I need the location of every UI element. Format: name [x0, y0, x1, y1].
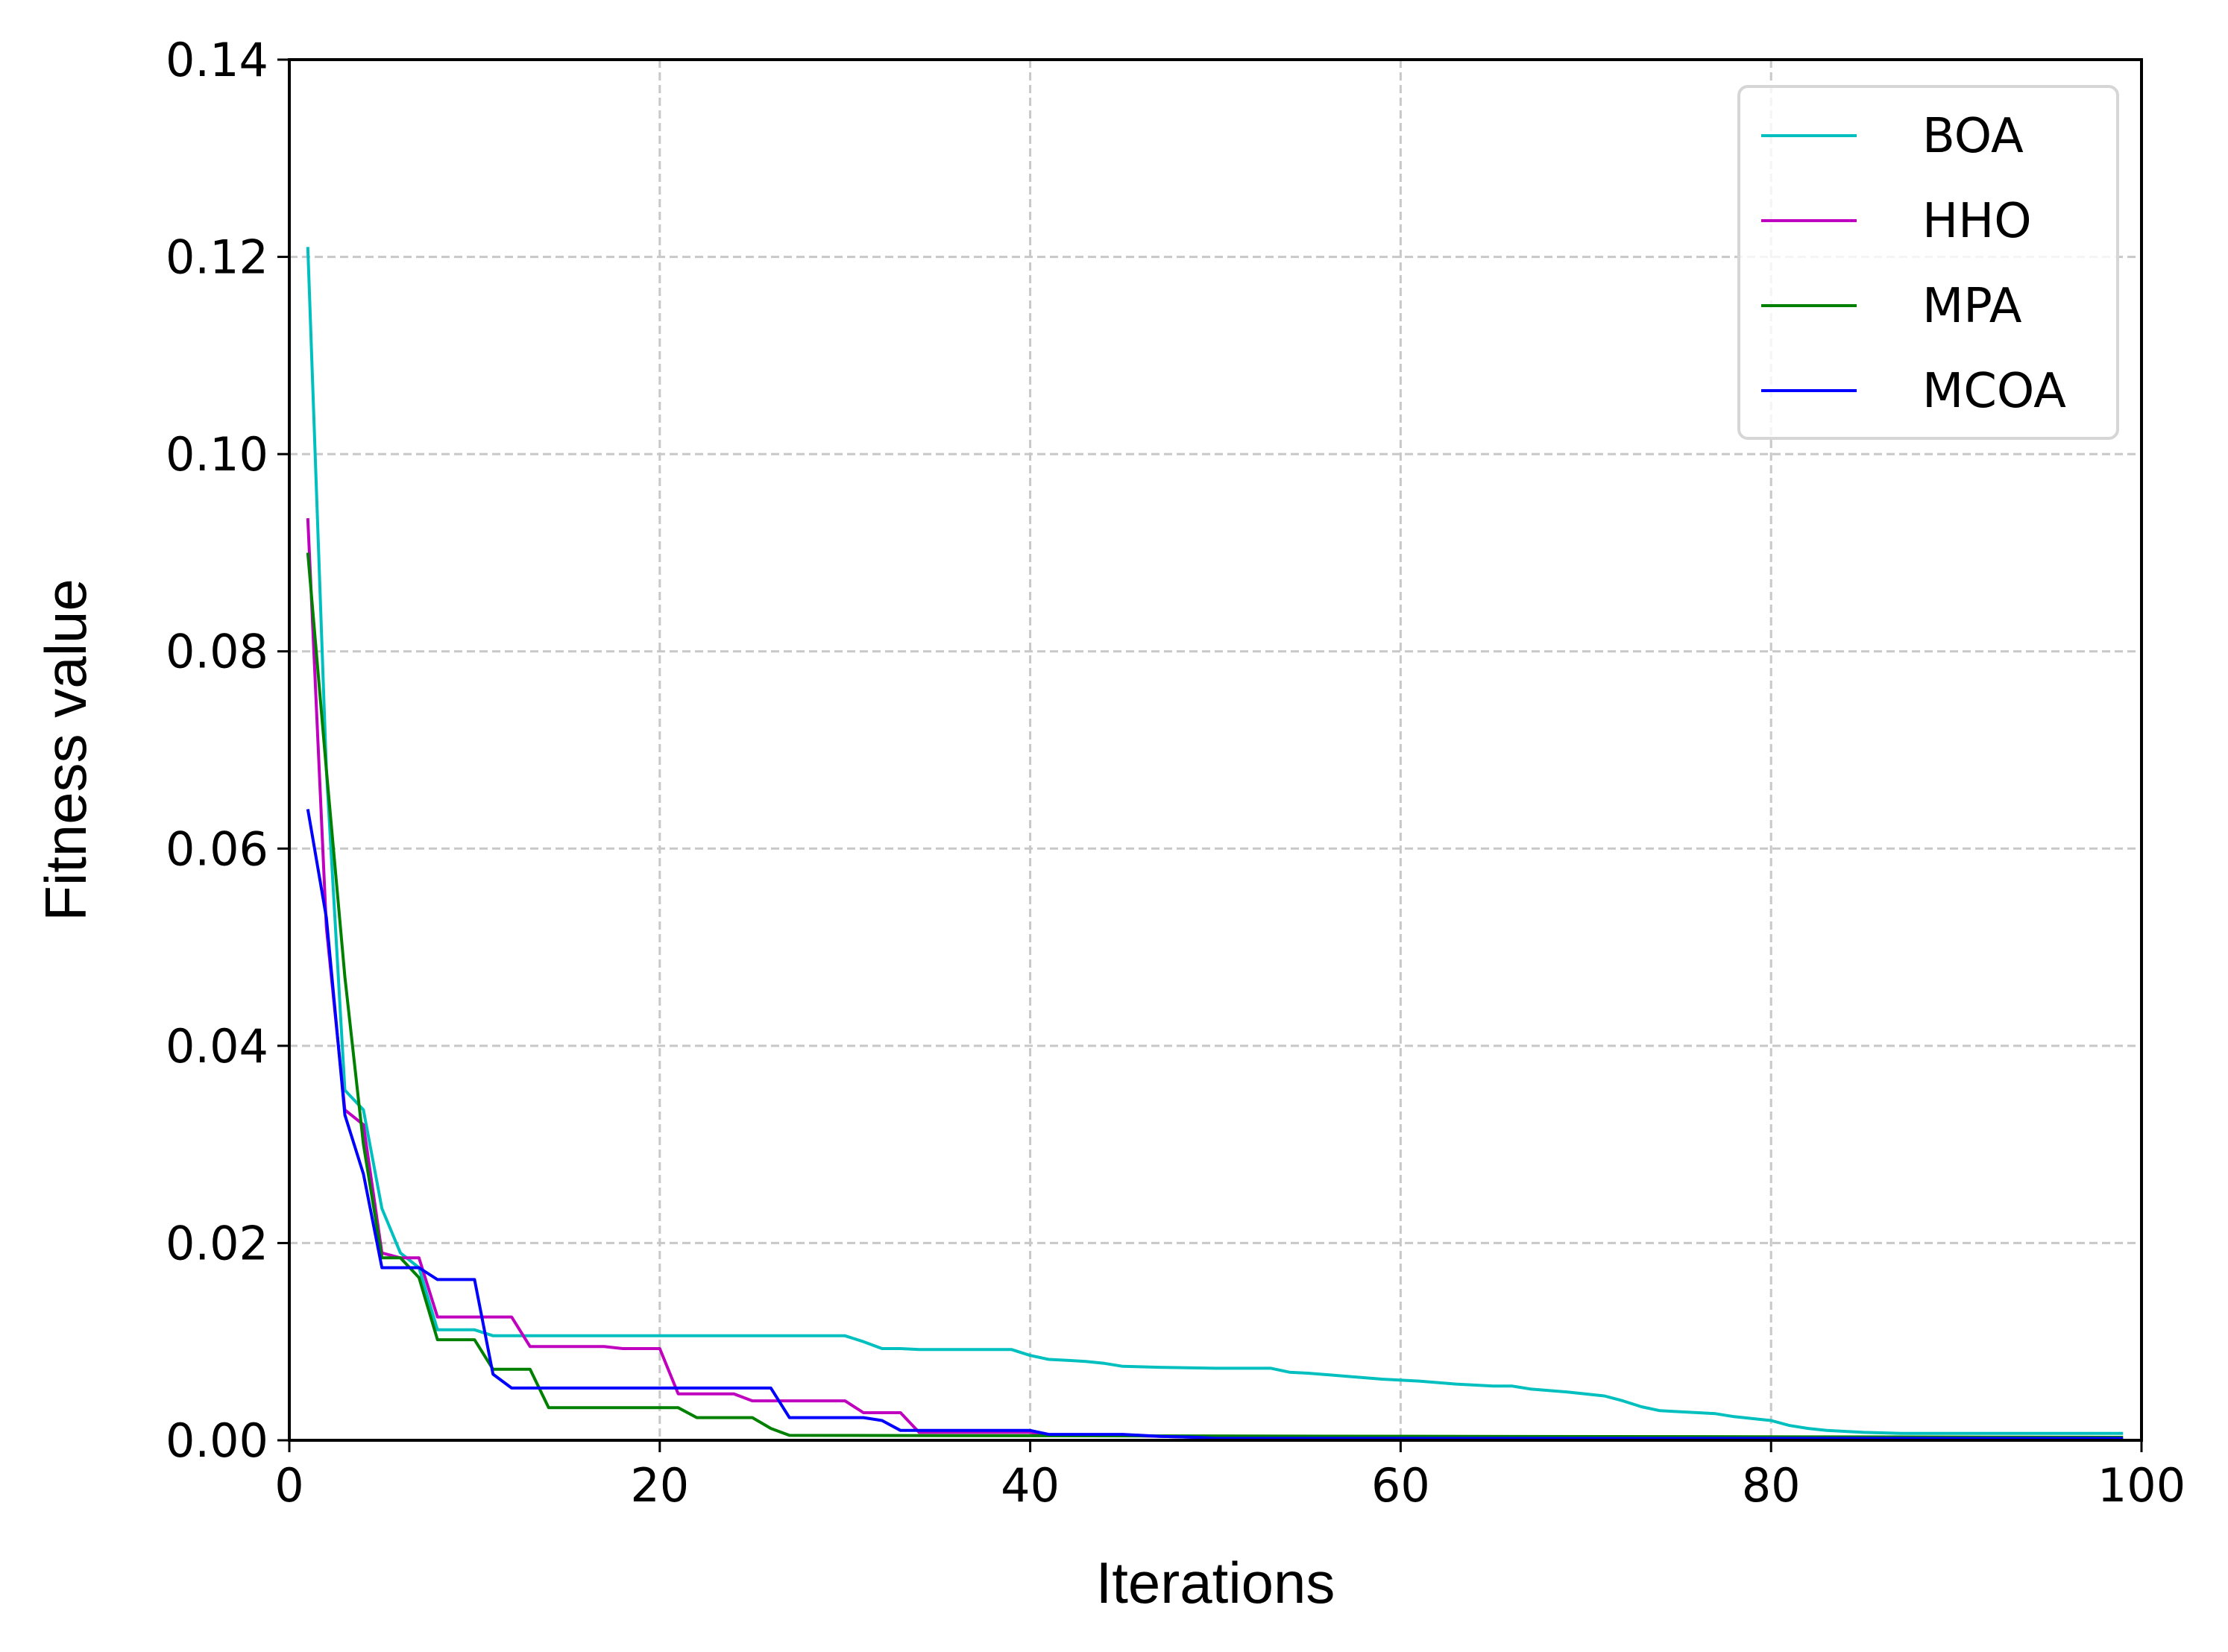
x-axis-ticks: 0 20 40 60 80 100: [274, 1440, 2185, 1513]
x-tick-label: 20: [630, 1458, 689, 1513]
legend: BOA HHO MPA MCOA: [1737, 85, 2119, 440]
x-tick-label: 100: [2098, 1458, 2185, 1513]
plot-frame: [288, 58, 2143, 1442]
y-axis-ticks: 0.00 0.02 0.04 0.06 0.08 0.10 0.12 0.14: [166, 33, 289, 1468]
x-tick-label: 0: [274, 1458, 303, 1513]
y-tick-label: 0.06: [166, 822, 268, 876]
y-tick-label: 0.02: [166, 1216, 268, 1270]
x-tick-label: 40: [1001, 1458, 1060, 1513]
y-tick-label: 0.12: [166, 230, 268, 285]
y-tick-label: 0.14: [166, 33, 268, 87]
series-line-mpa: [306, 552, 2124, 1439]
legend-label: HHO: [1922, 194, 2032, 249]
x-tick-label: 80: [1742, 1458, 1801, 1513]
series-layer: [306, 247, 2124, 1440]
legend-label: MPA: [1922, 279, 2022, 334]
series-line-mcoa: [306, 809, 2124, 1440]
y-tick-label: 0.04: [166, 1019, 268, 1074]
y-axis-title: Fitness value: [33, 578, 98, 921]
x-axis-title: Iterations: [1096, 1550, 1335, 1615]
legend-box: [1737, 85, 2119, 440]
legend-label: BOA: [1922, 109, 2024, 164]
series-line-boa: [306, 247, 2124, 1435]
y-tick-label: 0.08: [166, 625, 268, 679]
y-tick-label: 0.10: [166, 427, 268, 482]
x-tick-label: 60: [1371, 1458, 1430, 1513]
y-tick-label: 0.00: [166, 1413, 268, 1468]
legend-label: MCOA: [1922, 364, 2066, 419]
